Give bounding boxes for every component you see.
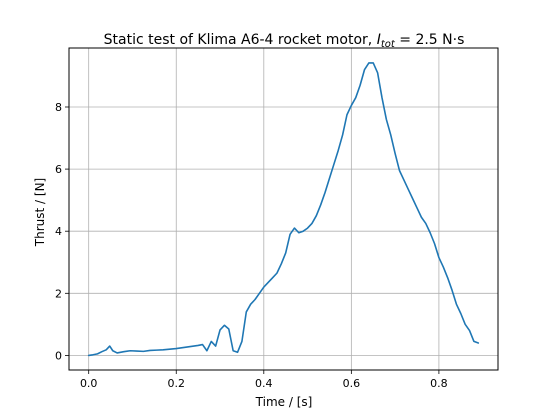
y-tick-label: 0: [55, 349, 62, 362]
x-tick-label: 0.0: [80, 377, 98, 390]
title-subscript: tot: [381, 39, 396, 50]
x-tick-label: 0.6: [343, 377, 361, 390]
y-tick-label: 8: [55, 101, 62, 114]
title-suffix: = 2.5 N·s: [395, 32, 465, 48]
plot-frame: [68, 47, 499, 371]
thrust-series-line: [87, 62, 480, 357]
chart-title: Static test of Klima A6-4 rocket motor, …: [104, 32, 465, 50]
x-tick-label: 0.8: [430, 377, 448, 390]
y-axis-label: Thrust / [N]: [33, 178, 47, 247]
plot-series: [87, 62, 480, 357]
x-axis-label: Time / [s]: [255, 395, 313, 409]
y-axis-ticks: 0 2 4 6 8: [55, 101, 69, 362]
x-axis-ticks: 0.0 0.2 0.4 0.6 0.8: [80, 370, 448, 390]
x-tick-label: 0.2: [168, 377, 186, 390]
title-prefix: Static test of Klima A6-4 rocket motor,: [104, 32, 377, 48]
y-tick-label: 4: [55, 225, 62, 238]
title-symbol: I: [377, 32, 381, 48]
y-tick-label: 6: [55, 163, 62, 176]
y-tick-label: 2: [55, 287, 62, 300]
grid-lines: [69, 48, 498, 370]
x-tick-label: 0.4: [255, 377, 273, 390]
